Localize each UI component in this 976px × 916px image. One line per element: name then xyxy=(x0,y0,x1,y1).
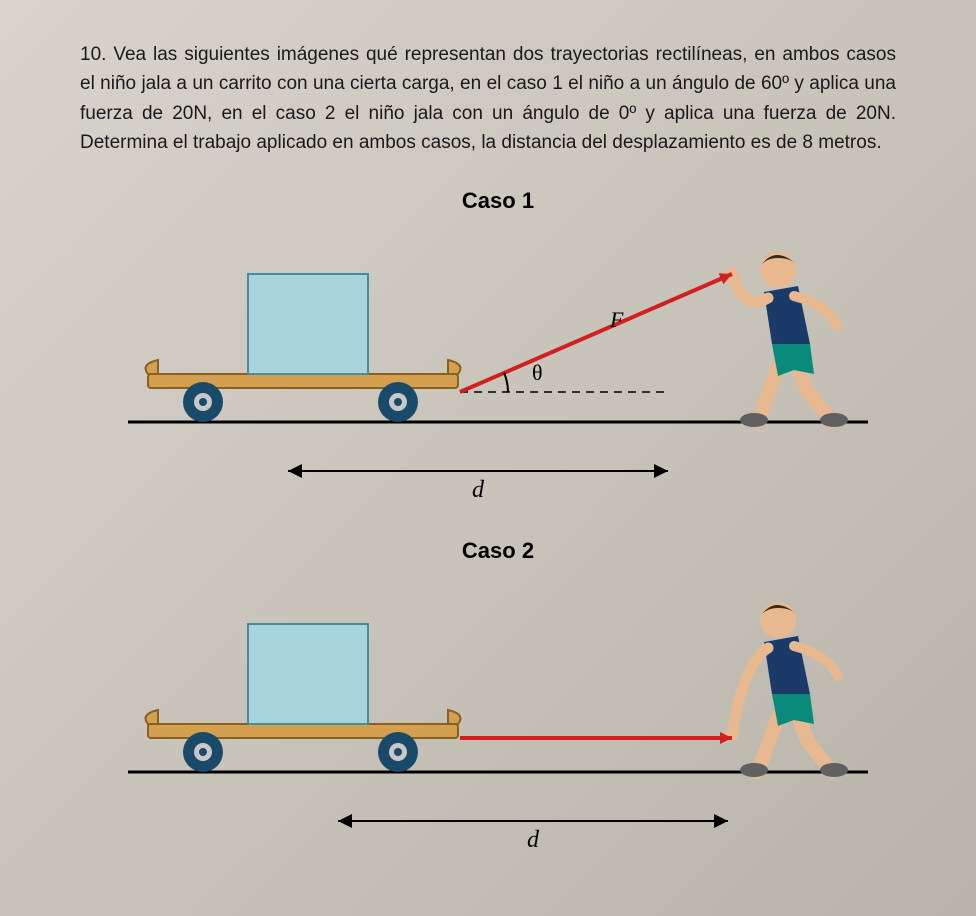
svg-text:d: d xyxy=(472,477,485,503)
svg-text:d: d xyxy=(527,827,540,853)
problem-number: 10. xyxy=(80,44,106,65)
case2-label: Caso 2 xyxy=(108,538,888,564)
problem-statement: 10. Vea las siguientes imágenes qué repr… xyxy=(80,40,916,158)
problem-body: Vea las siguientes imágenes qué represen… xyxy=(80,44,896,153)
case1-svg: θ F⃗ xyxy=(108,222,888,442)
case1-distance-arrow: d xyxy=(108,453,888,503)
svg-text:θ: θ xyxy=(532,360,543,385)
page-content: 10. Vea las siguientes imágenes qué repr… xyxy=(0,0,976,908)
case1-diagram: Caso 1 θ F⃗ d xyxy=(108,188,888,508)
svg-text:F⃗: F⃗ xyxy=(609,307,641,332)
case2-svg xyxy=(108,572,888,792)
case2-diagram: Caso 2 d xyxy=(108,538,888,858)
case1-label: Caso 1 xyxy=(108,188,888,214)
case2-distance-arrow: d xyxy=(108,803,888,853)
